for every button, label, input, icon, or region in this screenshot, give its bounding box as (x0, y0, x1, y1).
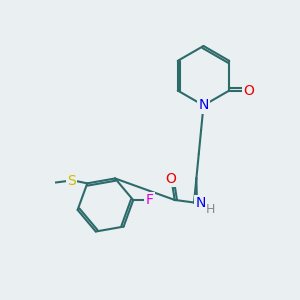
Text: N: N (198, 98, 209, 112)
Text: O: O (243, 84, 254, 98)
Text: N: N (195, 196, 206, 210)
Text: S: S (68, 174, 76, 188)
Text: F: F (146, 193, 154, 207)
Text: O: O (166, 172, 176, 186)
Text: H: H (206, 203, 215, 216)
